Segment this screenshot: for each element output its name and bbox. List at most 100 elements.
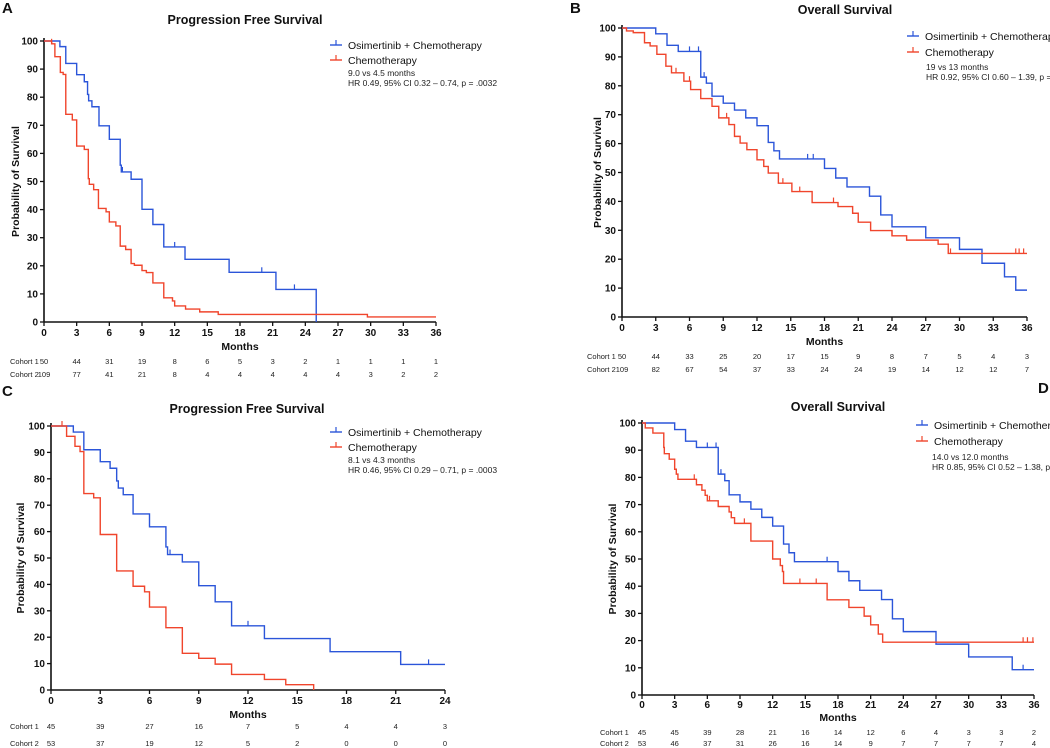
- x-axis-label: Months: [806, 336, 843, 348]
- x-tick-label: 3: [653, 323, 659, 334]
- x-tick-label: 21: [267, 328, 279, 339]
- y-axis-label: Probability of Survival: [592, 117, 604, 228]
- risk-table-value: 20: [753, 352, 761, 361]
- stats-annotation: 19 vs 13 months: [926, 62, 988, 72]
- panel-b: B Overall Survival 0 10 20 30 40 50 60 70 80 90 100 0…: [570, 0, 1050, 374]
- y-tick-label: 40: [34, 580, 46, 591]
- panel-letter: C: [2, 383, 13, 400]
- risk-table-value: 3: [967, 728, 971, 737]
- risk-table-label: Cohort 1: [587, 352, 616, 361]
- y-tick-label: 20: [605, 255, 617, 266]
- risk-table-value: 7: [924, 352, 928, 361]
- risk-table-value: 4: [991, 352, 995, 361]
- risk-table-value: 3: [271, 357, 275, 366]
- x-tick-label: 30: [365, 328, 377, 339]
- risk-table-value: 1: [336, 357, 340, 366]
- y-tick-label: 90: [34, 448, 46, 459]
- risk-table-value: 7: [934, 739, 938, 748]
- series-chemotherapy: [44, 38, 436, 318]
- y-tick-label: 60: [605, 139, 617, 150]
- risk-table-value: 3: [369, 370, 373, 379]
- y-tick-label: 70: [625, 500, 637, 511]
- risk-table-value: 14: [922, 365, 930, 374]
- risk-table-value: 0: [344, 739, 348, 748]
- survival-curve-chemotherapy: [51, 425, 315, 690]
- x-tick-label: 6: [107, 328, 113, 339]
- risk-table-value: 53: [47, 739, 55, 748]
- survival-curve-chemotherapy: [44, 40, 436, 318]
- risk-table-value: 5: [295, 722, 299, 731]
- risk-table-value: 7: [967, 739, 971, 748]
- x-tick-label: 21: [390, 696, 402, 707]
- x-tick-label: 33: [988, 323, 1000, 334]
- panel-letter: D: [1038, 380, 1049, 397]
- risk-table-value: 19: [138, 357, 146, 366]
- risk-table-value: 16: [801, 739, 809, 748]
- x-tick-label: 30: [954, 323, 966, 334]
- x-axis-label: Months: [229, 709, 266, 721]
- risk-table-value: 16: [195, 722, 203, 731]
- risk-table-value: 67: [685, 365, 693, 374]
- y-tick-label: 100: [28, 422, 45, 433]
- x-tick-label: 12: [242, 696, 254, 707]
- y-tick-label: 0: [630, 691, 636, 702]
- risk-table-value: 12: [195, 739, 203, 748]
- risk-table-value: 54: [719, 365, 727, 374]
- x-tick-label: 6: [687, 323, 693, 334]
- x-tick-label: 0: [48, 696, 54, 707]
- x-tick-label: 18: [832, 700, 844, 711]
- y-tick-label: 60: [34, 527, 46, 538]
- x-tick-label: 30: [963, 700, 975, 711]
- x-tick-label: 3: [97, 696, 103, 707]
- legend-entry: Chemotherapy: [348, 442, 418, 454]
- x-tick-label: 24: [439, 696, 451, 707]
- risk-table-value: 4: [336, 370, 340, 379]
- risk-table-label: Cohort 1: [10, 722, 39, 731]
- risk-table-value: 5: [246, 739, 250, 748]
- panel-letter: A: [2, 0, 13, 17]
- series-chemotherapy: [622, 27, 1027, 255]
- survival-curve-osimertinib: [44, 40, 317, 322]
- stats-annotation: 14.0 vs 12.0 months: [932, 452, 1009, 462]
- x-tick-label: 21: [865, 700, 877, 711]
- y-tick-label: 80: [27, 93, 39, 104]
- y-tick-label: 70: [605, 110, 617, 121]
- x-tick-label: 27: [332, 328, 344, 339]
- risk-table-value: 7: [246, 722, 250, 731]
- y-axis-label: Probability of Survival: [10, 126, 22, 237]
- x-tick-label: 6: [147, 696, 153, 707]
- y-tick-label: 50: [27, 177, 39, 188]
- risk-table-value: 8: [890, 352, 894, 361]
- x-tick-label: 0: [619, 323, 625, 334]
- risk-table-value: 3: [999, 728, 1003, 737]
- risk-table-value: 82: [652, 365, 660, 374]
- x-tick-label: 15: [785, 323, 797, 334]
- risk-table-value: 6: [205, 357, 209, 366]
- x-tick-label: 12: [767, 700, 779, 711]
- y-tick-label: 80: [625, 473, 637, 484]
- x-tick-label: 0: [639, 700, 645, 711]
- risk-table-value: 37: [753, 365, 761, 374]
- risk-table-value: 44: [652, 352, 660, 361]
- risk-table-value: 39: [96, 722, 104, 731]
- risk-table-value: 45: [670, 728, 678, 737]
- risk-table-value: 109: [38, 370, 51, 379]
- risk-table-value: 44: [72, 357, 80, 366]
- risk-table-value: 8: [173, 357, 177, 366]
- series-osimertinib: [44, 40, 317, 322]
- risk-table-value: 46: [670, 739, 678, 748]
- y-tick-label: 50: [625, 555, 637, 566]
- risk-table-value: 1: [434, 357, 438, 366]
- y-tick-label: 40: [27, 205, 39, 216]
- risk-table-value: 2: [401, 370, 405, 379]
- risk-table-label: Cohort 2: [10, 370, 39, 379]
- series-osimertinib: [622, 27, 1027, 291]
- risk-table-value: 4: [394, 722, 398, 731]
- risk-table-value: 8: [173, 370, 177, 379]
- x-tick-label: 0: [41, 328, 47, 339]
- risk-table-value: 21: [768, 728, 776, 737]
- risk-table-value: 7: [999, 739, 1003, 748]
- risk-table-value: 53: [638, 739, 646, 748]
- risk-table-value: 45: [638, 728, 646, 737]
